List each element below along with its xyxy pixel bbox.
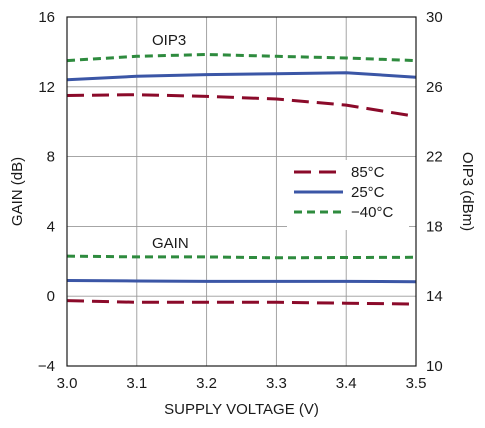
y-tick-label-right: 30 xyxy=(426,9,443,26)
gain-annotation-background xyxy=(149,234,192,253)
series-line-gain-solid xyxy=(66,279,417,284)
series-line-oip3-long-dash xyxy=(66,93,417,118)
y-tick-label-left: 16 xyxy=(38,9,55,26)
x-tick-label: 3.3 xyxy=(266,375,287,392)
y-tick-label-left: −4 xyxy=(38,358,55,375)
tick-layer: 3.0 3.1 3.2 3.3 3.4 3.5 16 12 8 4 0 −4 30 26 22 18 14 10 xyxy=(38,9,443,392)
series-layer xyxy=(66,53,417,306)
legend-label: 85°C xyxy=(351,164,385,181)
x-tick-label: 3.4 xyxy=(336,375,357,392)
series-line-gain-short-dash xyxy=(66,254,417,260)
y-tick-label-left: 8 xyxy=(47,149,55,166)
y-tick-label-right: 10 xyxy=(426,358,443,375)
x-tick-label: 3.2 xyxy=(196,375,217,392)
y-axis-title-left: GAIN (dB) xyxy=(9,157,26,226)
x-tick-label: 3.0 xyxy=(57,375,78,392)
series-line-gain-long-dash xyxy=(66,299,417,306)
legend-label: 25°C xyxy=(351,184,385,201)
plot-frame xyxy=(66,16,417,367)
oip3-annotation: OIP3 xyxy=(152,32,186,49)
x-axis-title: SUPPLY VOLTAGE (V) xyxy=(164,401,319,418)
y-axis-title-right: OIP3 (dBm) xyxy=(459,152,476,231)
x-tick-label: 3.1 xyxy=(126,375,147,392)
y-tick-label-right: 14 xyxy=(426,288,443,305)
series-line-oip3-short-dash xyxy=(66,53,417,63)
y-tick-label-left: 4 xyxy=(47,218,55,235)
y-tick-label-right: 22 xyxy=(426,149,443,166)
legend: 85°C 25°C −40°C xyxy=(287,160,409,230)
y-tick-label-right: 26 xyxy=(426,79,443,96)
y-tick-label-left: 0 xyxy=(47,288,55,305)
x-tick-label: 3.5 xyxy=(406,375,427,392)
y-tick-label-right: 18 xyxy=(426,218,443,235)
oip3-annotation-background xyxy=(149,31,190,50)
y-tick-label-left: 12 xyxy=(38,79,55,96)
gain-annotation: GAIN xyxy=(152,235,189,252)
series-line-oip3-solid xyxy=(66,71,417,82)
legend-label: −40°C xyxy=(351,204,393,221)
